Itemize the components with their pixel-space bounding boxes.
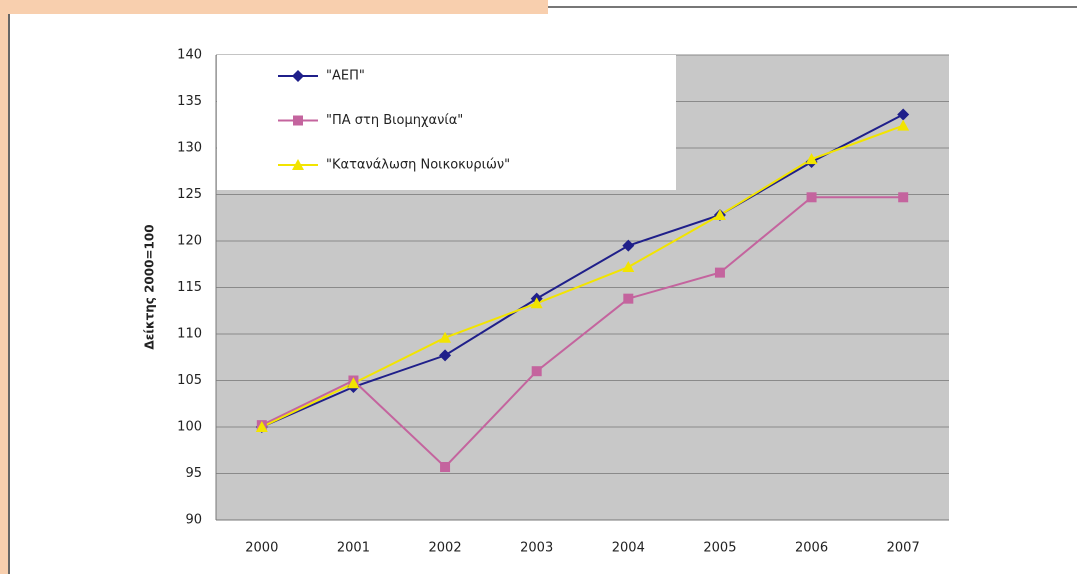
point [898,192,909,203]
point [897,119,910,131]
y-tick-label: 105 [177,373,202,388]
x-tick-label: 2000 [245,541,278,556]
x-tick-label: 2004 [612,541,645,556]
point [439,331,452,343]
y-tick-label: 140 [177,48,202,63]
y-tick-label: 100 [177,420,202,435]
point [292,70,304,82]
y-tick-label: 125 [177,187,202,202]
series-line [261,113,904,428]
y-tick-label: 135 [177,94,202,109]
point [531,366,542,377]
point [897,108,910,121]
y-tick-label: 130 [177,141,202,156]
y-tick-label: 90 [185,513,202,528]
y-tick-label: 120 [177,234,202,249]
legend-label: "ΑΕΠ" [326,69,365,84]
point [713,208,726,220]
point [439,349,452,362]
x-tick-label: 2007 [887,541,920,556]
point [623,293,634,304]
point [530,297,543,309]
point [255,421,268,432]
point [622,261,635,273]
frame-left [0,0,9,574]
series-line [261,124,904,428]
x-tick-label: 2005 [703,541,736,556]
point [292,159,304,170]
y-axis-label: Δείκτης 2000=100 [143,224,157,349]
series-line [261,196,904,469]
x-tick-label: 2006 [795,541,828,556]
x-tick-label: 2003 [520,541,553,556]
y-tick-label: 110 [177,327,202,342]
frame-top [0,0,548,14]
legend-label: "ΠΑ στη Βιομηχανία" [326,113,463,128]
y-tick-label: 115 [177,280,202,295]
x-tick-label: 2002 [429,541,462,556]
point [714,267,725,278]
point [440,461,451,472]
point [347,377,360,389]
legend-label: "Κατανάλωση Νοικοκυριών" [326,158,510,173]
x-tick-label: 2001 [337,541,370,556]
point [293,115,303,126]
point [805,153,818,165]
point [622,239,635,252]
y-tick-label: 95 [185,466,202,481]
point [806,192,817,203]
